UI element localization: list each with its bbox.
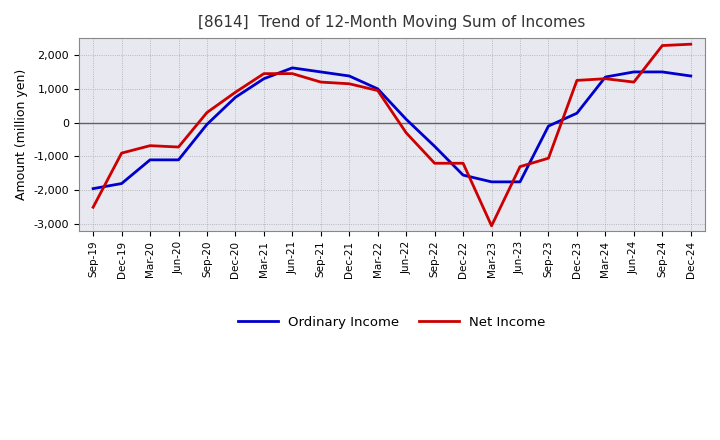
Net Income (288, 71, 297, 76)
Legend: Ordinary Income, Net Income: Ordinary Income, Net Income (233, 311, 551, 334)
Net Income (145, 143, 154, 148)
Ordinary Income (145, 157, 154, 162)
Net Income (317, 80, 325, 85)
Ordinary Income (686, 73, 695, 79)
Ordinary Income (544, 123, 553, 128)
Net Income (117, 150, 126, 156)
Ordinary Income (658, 69, 667, 74)
Ordinary Income (487, 179, 496, 184)
Line: Net Income: Net Income (93, 44, 690, 226)
Ordinary Income (89, 186, 97, 191)
Net Income (487, 223, 496, 228)
Net Income (572, 78, 581, 83)
Ordinary Income (629, 69, 638, 74)
Net Income (629, 80, 638, 85)
Net Income (431, 161, 439, 166)
Net Income (544, 156, 553, 161)
Ordinary Income (231, 95, 240, 100)
Net Income (231, 90, 240, 95)
Net Income (658, 43, 667, 48)
Ordinary Income (174, 157, 183, 162)
Net Income (174, 144, 183, 150)
Ordinary Income (288, 65, 297, 70)
Ordinary Income (202, 122, 211, 127)
Net Income (459, 161, 467, 166)
Net Income (345, 81, 354, 86)
Ordinary Income (402, 117, 410, 122)
Net Income (402, 130, 410, 136)
Ordinary Income (601, 74, 610, 80)
Line: Ordinary Income: Ordinary Income (93, 68, 690, 189)
Net Income (89, 205, 97, 210)
Ordinary Income (260, 76, 269, 81)
Ordinary Income (374, 86, 382, 92)
Net Income (374, 88, 382, 93)
Ordinary Income (459, 172, 467, 178)
Ordinary Income (345, 73, 354, 79)
Net Income (260, 71, 269, 76)
Ordinary Income (572, 110, 581, 116)
Net Income (686, 41, 695, 47)
Ordinary Income (117, 181, 126, 186)
Y-axis label: Amount (million yen): Amount (million yen) (15, 69, 28, 200)
Ordinary Income (317, 69, 325, 74)
Net Income (601, 76, 610, 81)
Ordinary Income (516, 179, 524, 184)
Net Income (516, 164, 524, 169)
Net Income (202, 110, 211, 115)
Ordinary Income (431, 144, 439, 149)
Title: [8614]  Trend of 12-Month Moving Sum of Incomes: [8614] Trend of 12-Month Moving Sum of I… (198, 15, 585, 30)
